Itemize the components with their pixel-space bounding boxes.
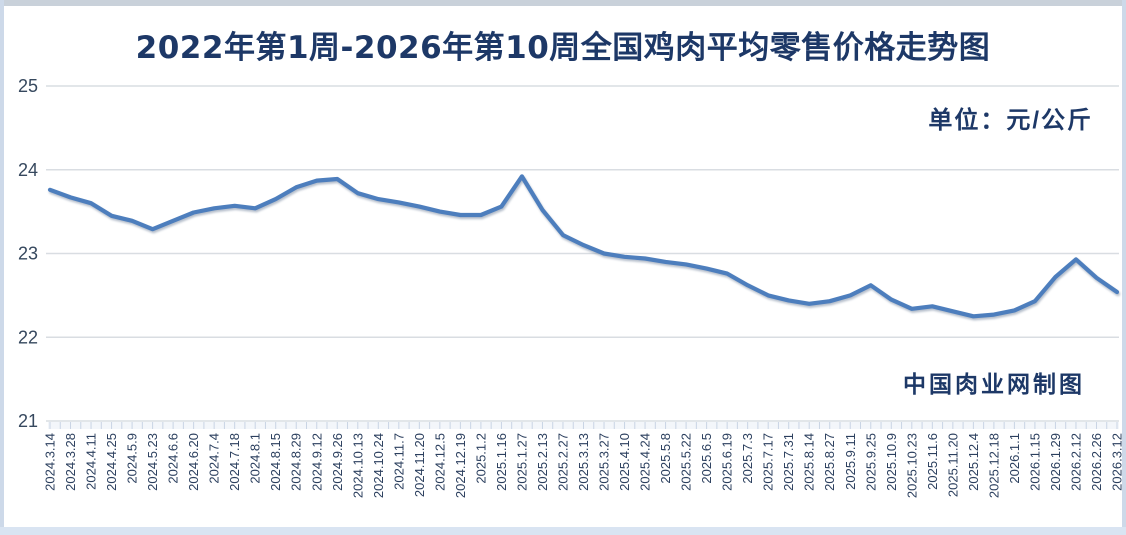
x-axis-label: 2024.4.25 bbox=[104, 433, 119, 491]
x-axis-label: 2024.7.18 bbox=[227, 433, 242, 491]
x-axis-label: 2025.3.13 bbox=[576, 433, 591, 491]
x-axis-label: 2024.9.26 bbox=[330, 433, 345, 491]
x-axis-label: 2024.5.23 bbox=[145, 433, 160, 491]
chart-title: 2022年第1周-2026年第10周全国鸡肉平均零售价格走势图 bbox=[135, 30, 991, 66]
x-axis-label: 2024.10.24 bbox=[371, 433, 386, 498]
y-axis-label: 23 bbox=[18, 244, 38, 264]
right-edge-strip bbox=[1122, 0, 1126, 535]
x-axis-label: 2025.1.2 bbox=[473, 433, 488, 484]
x-axis-label: 2024.8.1 bbox=[248, 433, 263, 484]
x-axis-label: 2024.12.19 bbox=[453, 433, 468, 498]
x-axis-label: 2026.1.15 bbox=[1027, 433, 1042, 491]
x-axis-label: 2024.6.20 bbox=[186, 433, 201, 491]
x-axis-label: 2025.1.27 bbox=[514, 433, 529, 491]
x-axis-label: 2025.6.19 bbox=[720, 433, 735, 491]
x-axis-label: 2024.12.5 bbox=[432, 433, 447, 491]
x-axis-label: 2025.1.16 bbox=[494, 433, 509, 491]
x-axis-label: 2025.8.14 bbox=[802, 433, 817, 491]
x-axis-label: 2025.3.27 bbox=[597, 433, 612, 491]
x-axis-label: 2025.7.3 bbox=[740, 433, 755, 484]
x-axis-label: 2024.7.4 bbox=[207, 433, 222, 484]
x-axis-label: 2025.8.27 bbox=[822, 433, 837, 491]
x-axis-label: 2025.10.9 bbox=[884, 433, 899, 491]
x-axis-label: 2024.8.15 bbox=[268, 433, 283, 491]
x-axis-label: 2025.9.11 bbox=[843, 433, 858, 490]
x-axis-label: 2024.8.29 bbox=[289, 433, 304, 491]
x-axis-label: 2024.3.28 bbox=[63, 433, 78, 491]
x-axis-label: 2025.12.18 bbox=[986, 433, 1001, 498]
x-axis-label: 2025.12.4 bbox=[966, 433, 981, 491]
x-axis-label: 2025.2.27 bbox=[555, 433, 570, 491]
y-axis-label: 21 bbox=[18, 411, 38, 431]
x-axis-label: 2024.9.12 bbox=[309, 433, 324, 491]
x-axis-label: 2026.1.29 bbox=[1048, 433, 1063, 491]
y-axis-label: 22 bbox=[18, 327, 38, 347]
top-edge-strip bbox=[0, 0, 1126, 6]
x-axis-label: 2025.5.22 bbox=[679, 433, 694, 491]
left-edge-strip bbox=[0, 0, 4, 535]
x-axis-label: 2025.4.10 bbox=[617, 433, 632, 491]
x-axis-label: 2025.9.25 bbox=[863, 433, 878, 491]
x-axis-label: 2024.11.7 bbox=[391, 433, 406, 490]
x-axis-label: 2026.2.26 bbox=[1089, 433, 1104, 491]
y-axis-label: 25 bbox=[18, 76, 38, 96]
x-axis-label: 2024.11.20 bbox=[412, 433, 427, 497]
x-axis-label: 2026.3.12 bbox=[1110, 433, 1125, 491]
x-axis-label: 2024.5.9 bbox=[125, 433, 140, 484]
x-axis-label: 2024.6.6 bbox=[166, 433, 181, 484]
bottom-edge-strip bbox=[0, 527, 1126, 535]
price-line bbox=[47, 174, 1120, 319]
x-axis-label: 2024.3.14 bbox=[43, 433, 58, 491]
x-axis-label: 2025.4.24 bbox=[638, 433, 653, 491]
x-axis-label: 2025.10.23 bbox=[904, 433, 919, 498]
x-axis-label: 2025.6.5 bbox=[699, 433, 714, 484]
x-axis-label: 2026.2.12 bbox=[1068, 433, 1083, 491]
y-axis-label: 24 bbox=[18, 160, 38, 180]
x-axis-label: 2025.11.6 bbox=[925, 433, 940, 490]
x-axis-label: 2025.7.31 bbox=[781, 433, 796, 491]
x-axis-label: 2025.7.17 bbox=[761, 433, 776, 491]
x-axis-label: 2024.10.13 bbox=[350, 433, 365, 498]
credit-label: 中国肉业网制图 bbox=[903, 371, 1085, 397]
x-axis-label: 2026.1.1 bbox=[1007, 433, 1022, 484]
x-axis-label: 2025.11.20 bbox=[945, 433, 960, 497]
x-axis-label: 2025.5.8 bbox=[658, 433, 673, 484]
x-axis-label: 2024.4.11 bbox=[84, 433, 99, 490]
unit-label: 单位：元/公斤 bbox=[928, 107, 1093, 134]
x-axis-label: 2025.2.13 bbox=[535, 433, 550, 491]
